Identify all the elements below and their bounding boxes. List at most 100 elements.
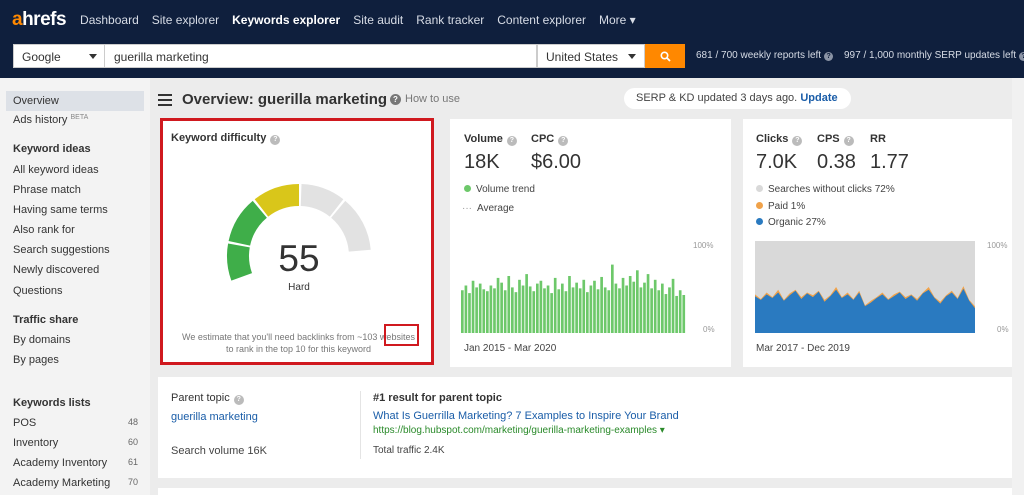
ahrefs-logo[interactable]: ahrefs: [12, 9, 67, 30]
legend-paid[interactable]: Paid 1%: [756, 201, 805, 212]
volume-bar: [528, 286, 532, 333]
sidebar-item-overview[interactable]: Overview: [6, 91, 144, 111]
legend-average[interactable]: ··· Average: [462, 203, 515, 214]
sidebar-list-item[interactable]: Academy Inventory 61: [13, 457, 138, 469]
sidebar-item-having-same-terms[interactable]: Having same terms: [13, 204, 108, 216]
volume-bar: [575, 282, 578, 333]
volume-bar: [571, 287, 575, 333]
volume-bar: [557, 289, 561, 333]
keyword-difficulty-card: Keyword difficulty? 55 Hard We estimate …: [160, 118, 434, 365]
nav-keywords-explorer[interactable]: Keywords explorer: [232, 13, 341, 27]
update-link[interactable]: Update: [800, 92, 838, 104]
question-icon[interactable]: ?: [233, 395, 244, 405]
search-button[interactable]: [645, 44, 685, 68]
sidebar-item-newly-discovered[interactable]: Newly discovered: [13, 264, 100, 276]
kd-level: Hard: [288, 282, 310, 293]
question-icon[interactable]: ?: [792, 136, 803, 146]
legend-no-clicks[interactable]: Searches without clicks 72%: [756, 184, 895, 195]
clicks-area-chart: [755, 241, 975, 333]
nav-links: Dashboard Site explorer Keywords explore…: [80, 13, 649, 27]
organic-area: [755, 288, 975, 333]
nav-site-explorer[interactable]: Site explorer: [151, 13, 220, 27]
nav-more[interactable]: More ▾: [598, 13, 636, 27]
sidebar: Overview Ads history BETA Keyword ideas …: [0, 78, 150, 495]
sidebar-item-questions[interactable]: Questions: [13, 285, 63, 297]
sidebar-item-also-rank-for[interactable]: Also rank for: [13, 224, 75, 236]
question-icon[interactable]: ?: [843, 136, 854, 146]
question-icon[interactable]: ?: [824, 52, 834, 61]
nav-dashboard[interactable]: Dashboard: [80, 13, 139, 27]
search-engine-select[interactable]: Google: [13, 44, 105, 68]
legend-organic[interactable]: Organic 27%: [756, 217, 826, 228]
sidebar-heading-traffic-share: Traffic share: [13, 314, 79, 326]
chevron-down-icon: [89, 54, 97, 59]
how-to-use-link[interactable]: ? How to use: [390, 93, 460, 105]
volume-bar: [682, 295, 686, 333]
first-result-url[interactable]: https://blog.hubspot.com/marketing/gueri…: [373, 425, 665, 436]
volume-bar: [582, 279, 586, 333]
sidebar-item-search-suggestions[interactable]: Search suggestions: [13, 244, 110, 256]
gauge-segment: [254, 184, 299, 217]
volume-value: 18K: [464, 151, 500, 173]
parent-topic-link[interactable]: guerilla marketing: [171, 411, 258, 423]
rr-value: 1.77: [870, 151, 909, 173]
sidebar-item-phrase-match[interactable]: Phrase match: [13, 184, 81, 196]
country-select[interactable]: United States: [537, 44, 645, 68]
volume-bar: [639, 287, 643, 333]
volume-bar: [553, 277, 557, 333]
top-nav: ahrefs Dashboard Site explorer Keywords …: [0, 0, 1024, 40]
volume-card: Volume? CPC? 18K $6.00 Volume trend ··· A…: [450, 119, 731, 367]
first-result-total-traffic: Total traffic 2.4K: [373, 445, 445, 456]
volume-bar: [653, 279, 657, 333]
volume-bar: [614, 283, 618, 333]
volume-bar: [496, 277, 500, 333]
nav-rank-tracker[interactable]: Rank tracker: [416, 13, 485, 27]
question-icon[interactable]: ?: [270, 135, 281, 145]
volume-bar: [671, 278, 675, 333]
sidebar-item-by-pages[interactable]: By pages: [13, 354, 59, 366]
list-count: 60: [127, 437, 138, 447]
volume-bar: [493, 288, 496, 333]
legend-dot: [756, 185, 763, 192]
legend-volume-trend[interactable]: Volume trend: [464, 184, 535, 195]
sidebar-list-item[interactable]: Academy Marketing 70: [13, 477, 138, 489]
volume-bar: [468, 293, 471, 333]
question-icon[interactable]: ?: [506, 136, 517, 146]
volume-bar: [518, 279, 521, 333]
nav-content-explorer[interactable]: Content explorer: [497, 13, 586, 27]
sidebar-list-item[interactable]: Inventory 60: [13, 437, 138, 449]
sidebar-item-by-domains[interactable]: By domains: [13, 334, 71, 346]
volume-bar: [486, 291, 489, 333]
gauge-segment: [300, 184, 344, 217]
clicks-value: 7.0K: [756, 151, 798, 173]
parent-topic-label: Parent topic?: [171, 392, 244, 405]
volume-bar: [550, 293, 553, 333]
volume-bar: [643, 282, 646, 333]
nav-site-audit[interactable]: Site audit: [353, 13, 404, 27]
search-engine-value: Google: [22, 50, 61, 64]
page-title: Overview: guerilla marketing: [182, 91, 388, 108]
kd-gauge-segments: [227, 184, 371, 281]
sidebar-item-all-keyword-ideas[interactable]: All keyword ideas: [13, 164, 99, 176]
parent-topic-card: Parent topic? guerilla marketing Search …: [158, 377, 1024, 478]
next-card-strip: [158, 488, 1024, 495]
sidebar-item-ads-history[interactable]: Ads history BETA: [13, 114, 89, 126]
menu-icon[interactable]: [158, 94, 172, 106]
sidebar-list-item[interactable]: POS 48: [13, 417, 138, 429]
volume-bar: [675, 295, 678, 333]
gauge-segment: [228, 200, 267, 246]
clicks-label: Clicks?: [756, 133, 803, 146]
first-result-title-link[interactable]: What Is Guerrilla Marketing? 7 Examples …: [373, 410, 679, 422]
question-icon[interactable]: ?: [1019, 52, 1024, 61]
axis-label-bottom: 0%: [703, 325, 715, 334]
volume-bar: [668, 287, 671, 333]
country-value: United States: [546, 50, 619, 64]
axis-label-top: 100%: [693, 241, 714, 250]
scrollbar[interactable]: [1012, 78, 1024, 495]
question-icon[interactable]: ?: [558, 136, 569, 146]
parent-search-volume: Search volume 16K: [171, 445, 267, 457]
volume-bar: [586, 292, 589, 333]
search-icon: [659, 50, 671, 62]
keyword-search-input[interactable]: guerilla marketing: [105, 44, 537, 68]
volume-bar: [539, 280, 543, 333]
